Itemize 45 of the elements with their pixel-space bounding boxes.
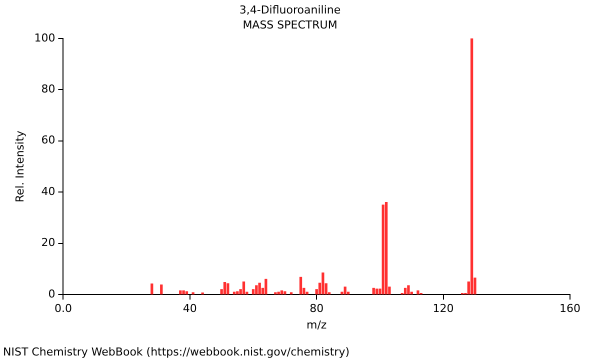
chart-subtitle: MASS SPECTRUM — [242, 18, 338, 32]
x-tick-label: 0.0 — [54, 302, 72, 316]
y-tick-label: 100 — [34, 31, 56, 44]
bar — [306, 292, 308, 294]
y-tick-label: 60 — [41, 134, 56, 147]
bar — [255, 285, 258, 294]
bar — [470, 38, 474, 294]
x-axis-title: m/z — [306, 318, 327, 332]
bar — [299, 276, 302, 294]
x-tick-label: 120 — [432, 302, 454, 316]
bar — [264, 278, 268, 294]
bar — [407, 285, 410, 294]
bar — [150, 284, 154, 294]
chart-title: 3,4-Difluoroaniline — [239, 3, 341, 16]
bar — [182, 290, 185, 294]
bar — [382, 204, 384, 294]
bar — [160, 284, 163, 294]
bar — [242, 281, 246, 294]
x-tick-label: 80 — [310, 302, 324, 316]
y-tick-label: 20 — [41, 236, 56, 250]
bar — [223, 282, 226, 294]
bar — [344, 286, 346, 294]
y-tick-label: 40 — [41, 184, 56, 198]
bar — [232, 292, 236, 294]
bar — [384, 202, 388, 294]
bar — [226, 283, 230, 294]
bar — [284, 291, 286, 294]
x-tick-label: 40 — [182, 302, 197, 316]
bar — [375, 288, 378, 294]
bar — [280, 290, 284, 294]
bar — [322, 272, 324, 294]
bar — [404, 288, 407, 294]
bar — [252, 289, 255, 294]
y-axis-title: Rel. Intensity — [13, 130, 26, 202]
bar — [236, 291, 239, 294]
bar — [372, 288, 375, 294]
bar — [258, 282, 261, 294]
text: NIST Chemistry WebBook (https://webbook.nist.gov/chemistry) — [3, 345, 350, 358]
x-tick-label: 160 — [560, 302, 580, 316]
bar — [416, 290, 420, 294]
bar — [185, 291, 188, 294]
y-tick-label: 0 — [48, 287, 56, 300]
bar — [277, 292, 280, 294]
bar — [179, 290, 182, 294]
y-tick-label: 80 — [41, 82, 56, 96]
